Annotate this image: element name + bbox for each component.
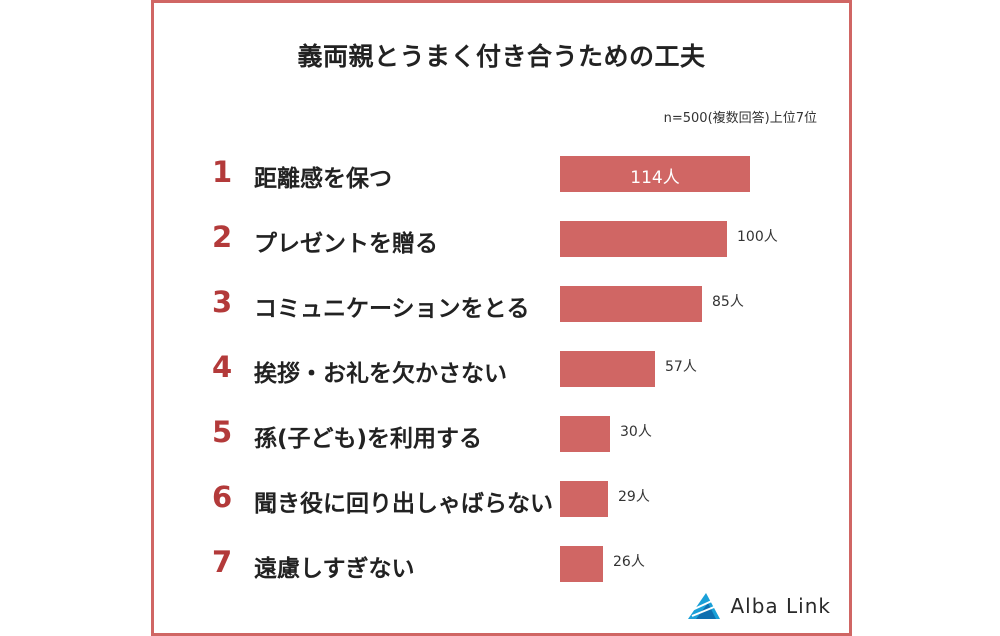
chart-frame: 義両親とうまく付き合うための工夫 n=500(複数回答)上位7位 1 距離感を保つ… [151,0,852,636]
rank-number: 7 [212,545,233,579]
category-label: 聞き役に回り出しゃばらない [254,491,553,517]
brand-logo: Alba Link [686,591,831,621]
brand-name: Alba Link [730,594,831,618]
rank-number: 1 [212,155,233,189]
bar [560,546,603,582]
bar [560,221,727,257]
value-label: 114人 [630,168,680,188]
category-label: コミュニケーションをとる [254,296,530,322]
category-label: 挨拶・お礼を欠かさない [254,361,507,387]
bar [560,286,702,322]
sample-note: n=500(複数回答)上位7位 [663,111,817,126]
alba-link-logo-icon [688,593,721,619]
value-label: 26人 [613,554,645,570]
bar [560,481,608,517]
category-label: 遠慮しすぎない [254,556,415,582]
category-label: 孫(子ども)を利用する [254,426,483,452]
value-label: 30人 [620,424,652,440]
rank-number: 6 [212,480,233,514]
value-label: 100人 [737,229,778,245]
rank-number: 3 [212,285,233,319]
bar [560,351,655,387]
bar [560,416,610,452]
rank-number: 2 [212,220,233,254]
category-label: 距離感を保つ [254,166,392,192]
bar [560,156,750,192]
rank-number: 4 [212,350,233,384]
value-label: 29人 [618,489,650,505]
chart-title: 義両親とうまく付き合うための工夫 [297,42,706,71]
value-label: 57人 [665,359,697,375]
category-label: プレゼントを贈る [254,231,438,257]
value-label: 85人 [712,294,744,310]
rank-number: 5 [212,415,233,449]
bar-chart: 1 距離感を保つ 114人 2 プレゼントを贈る 100人 3 コミュニケーションをとる 85人… [154,3,849,633]
